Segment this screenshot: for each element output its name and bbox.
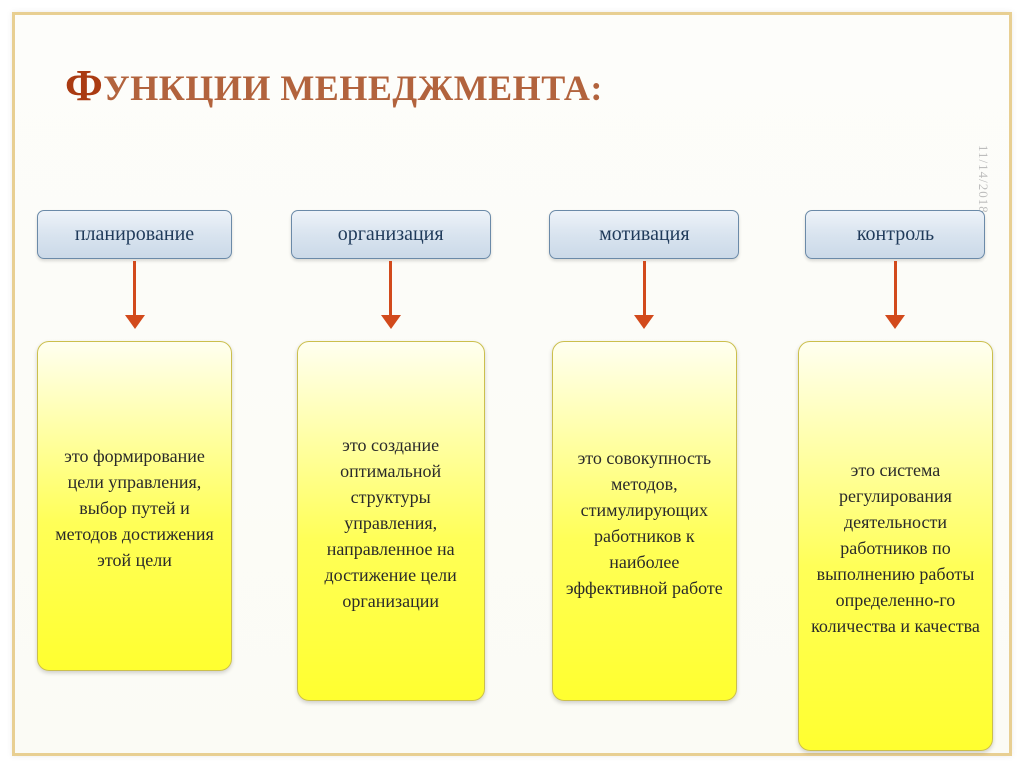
title-first-letter: Ф <box>65 61 103 110</box>
arrow-head-icon <box>885 315 905 329</box>
arrow-motivation <box>634 259 654 341</box>
arrow-head-icon <box>125 315 145 329</box>
desc-control: это система регулирования деятельности р… <box>798 341 993 751</box>
arrow-line-icon <box>894 261 897 315</box>
column-planning: планирование это формирование цели управ… <box>37 210 232 751</box>
head-motivation: мотивация <box>549 210 739 259</box>
arrow-line-icon <box>133 261 136 315</box>
desc-motivation: это совокупность методов, стимулирующих … <box>552 341 737 701</box>
arrow-head-icon <box>634 315 654 329</box>
arrow-line-icon <box>389 261 392 315</box>
date-stamp: 11/14/2018 <box>975 145 991 214</box>
arrow-control <box>885 259 905 341</box>
arrow-organization <box>381 259 401 341</box>
arrow-head-icon <box>381 315 401 329</box>
slide-frame: ФУНКЦИИ МЕНЕДЖМЕНТА: 11/14/2018 планиров… <box>12 12 1012 756</box>
title-rest: УНКЦИИ МЕНЕДЖМЕНТА: <box>103 68 603 108</box>
slide-title: ФУНКЦИИ МЕНЕДЖМЕНТА: <box>65 60 603 111</box>
column-organization: организация это создание оптимальной стр… <box>291 210 491 751</box>
column-control: контроль это система регулирования деяте… <box>798 210 993 751</box>
column-motivation: мотивация это совокупность методов, стим… <box>549 210 739 751</box>
head-control: контроль <box>805 210 985 259</box>
diagram-columns: планирование это формирование цели управ… <box>37 210 993 751</box>
head-planning: планирование <box>37 210 232 259</box>
desc-planning: это формирование цели управления, выбор … <box>37 341 232 671</box>
arrow-line-icon <box>643 261 646 315</box>
head-organization: организация <box>291 210 491 259</box>
desc-organization: это создание оптимальной структуры управ… <box>297 341 485 701</box>
arrow-planning <box>125 259 145 341</box>
